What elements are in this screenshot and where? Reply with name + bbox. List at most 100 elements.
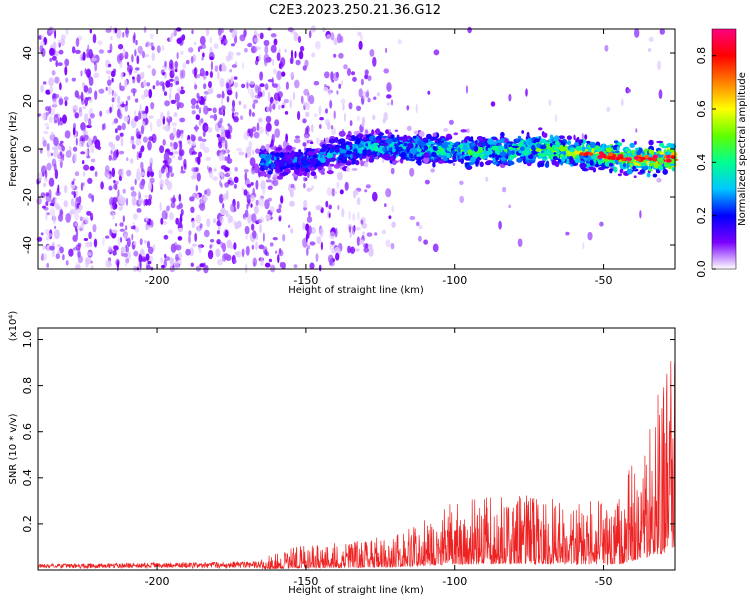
noise-blob [55, 50, 59, 57]
signal-blob [264, 157, 271, 162]
noise-blob [60, 38, 65, 47]
bottom-x-tick-label: -100 [442, 575, 467, 588]
noise-blob [223, 253, 229, 260]
noise-blob [86, 155, 91, 159]
noise-blob [266, 106, 270, 113]
noise-blob [418, 235, 422, 242]
noise-blob [278, 249, 284, 257]
noise-blob [319, 227, 324, 238]
signal-blob [417, 157, 422, 162]
noise-blob [134, 115, 139, 122]
signal-blob [663, 170, 667, 175]
noise-blob [43, 130, 49, 135]
noise-blob [251, 223, 255, 231]
noise-blob [75, 49, 81, 55]
signal-blob [670, 159, 676, 165]
signal-blob [448, 145, 453, 148]
noise-blob [170, 32, 174, 38]
noise-blob [250, 194, 256, 202]
noise-blob [262, 89, 265, 97]
noise-blob [287, 27, 294, 33]
noise-blob [49, 203, 55, 206]
signal-blob [293, 138, 301, 144]
noise-blob [358, 40, 363, 51]
noise-blob [448, 119, 454, 125]
signal-blob [309, 164, 313, 169]
peak-blob [640, 156, 646, 161]
signal-blob [500, 156, 507, 161]
noise-blob [58, 42, 61, 48]
signal-blob [350, 153, 353, 159]
noise-blob [306, 125, 310, 133]
noise-blob [176, 87, 181, 94]
noise-blob [169, 59, 174, 70]
noise-blob [355, 226, 361, 231]
signal-blob [445, 137, 450, 141]
noise-blob [315, 137, 320, 145]
noise-blob [65, 29, 69, 35]
signal-blob [363, 151, 367, 156]
noise-blob [272, 103, 276, 110]
noise-blob [367, 243, 373, 250]
noise-blob [165, 166, 169, 174]
noise-blob [164, 256, 171, 261]
signal-blob [410, 147, 417, 154]
signal-blob [538, 127, 543, 131]
signal-blob [549, 143, 553, 147]
noise-blob [386, 82, 392, 92]
noise-blob [145, 253, 150, 261]
noise-blob [162, 220, 168, 225]
noise-blob [55, 59, 58, 68]
noise-blob [194, 124, 198, 133]
noise-blob [192, 69, 195, 75]
noise-blob [111, 157, 115, 161]
noise-blob [290, 183, 295, 189]
signal-blob [446, 147, 451, 151]
noise-blob [43, 182, 46, 188]
top-x-tick-label: -150 [293, 274, 318, 287]
noise-blob [141, 178, 146, 186]
signal-blob [480, 147, 483, 151]
signal-blob [379, 145, 383, 151]
noise-blob [241, 83, 246, 89]
signal-blob [394, 129, 399, 133]
noise-blob [84, 217, 90, 224]
noise-blob [51, 70, 56, 76]
noise-blob [170, 142, 173, 147]
signal-blob [428, 141, 435, 145]
noise-blob [173, 29, 177, 37]
noise-blob [54, 197, 57, 204]
signal-blob [486, 160, 493, 164]
signal-blob [544, 162, 550, 168]
noise-blob [208, 52, 215, 61]
noise-blob [133, 241, 137, 246]
noise-blob [171, 154, 175, 159]
signal-blob [542, 132, 548, 138]
noise-blob [197, 136, 203, 142]
signal-blob [270, 146, 276, 150]
signal-blob [588, 147, 592, 153]
signal-blob [260, 145, 266, 151]
noise-blob [253, 131, 260, 139]
noise-blob [255, 179, 259, 190]
signal-blob [538, 160, 546, 163]
noise-blob [255, 241, 258, 251]
noise-blob [191, 151, 197, 155]
signal-blob [491, 152, 496, 159]
signal-blob [393, 152, 396, 158]
noise-blob [139, 238, 143, 246]
noise-blob [209, 36, 212, 44]
noise-blob [64, 58, 70, 67]
noise-blob [289, 99, 292, 109]
noise-blob [263, 53, 270, 64]
noise-blob [333, 191, 338, 195]
noise-blob [131, 233, 134, 241]
noise-blob [98, 88, 105, 94]
noise-blob [49, 245, 55, 251]
noise-blob [190, 56, 194, 64]
noise-blob [177, 227, 184, 232]
noise-blob [42, 136, 45, 142]
noise-blob [52, 214, 56, 225]
signal-blob [446, 159, 454, 164]
noise-blob [65, 213, 71, 223]
